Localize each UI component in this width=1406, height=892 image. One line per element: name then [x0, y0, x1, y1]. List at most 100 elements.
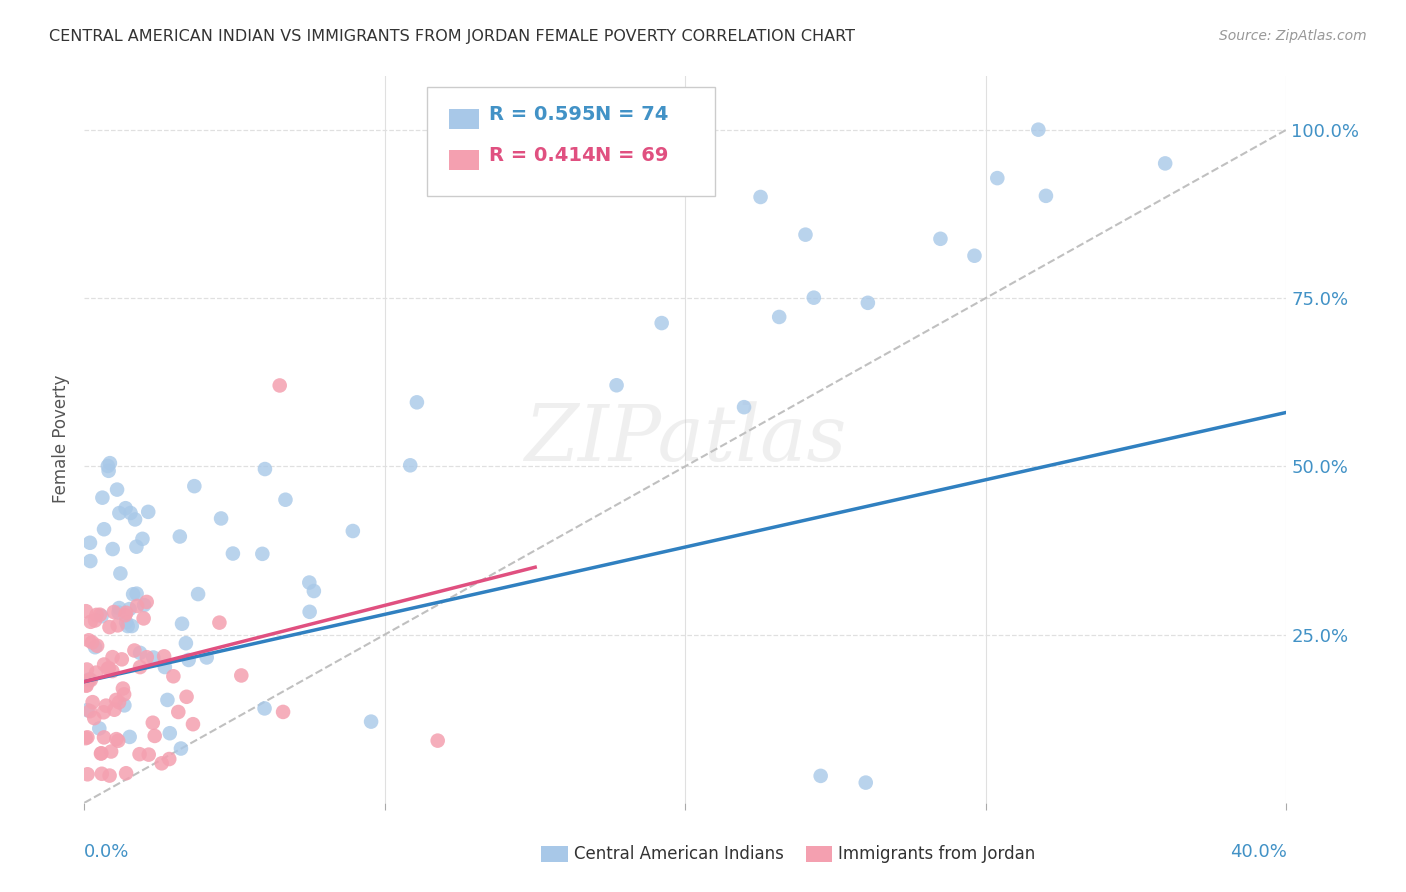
Point — [298, 605, 321, 619]
FancyBboxPatch shape — [449, 150, 478, 170]
Text: N = 69: N = 69 — [595, 146, 669, 165]
Point — [118, 730, 141, 744]
Point — [76, 703, 98, 717]
Point — [733, 400, 755, 414]
Point — [231, 668, 253, 682]
Point — [169, 529, 191, 543]
Point — [83, 711, 105, 725]
Point — [90, 746, 112, 760]
Point — [82, 695, 104, 709]
Point — [138, 747, 160, 762]
Point — [76, 767, 98, 781]
Point — [75, 731, 97, 746]
Point — [90, 609, 112, 624]
Point — [253, 462, 276, 476]
Point — [76, 679, 98, 693]
Point — [100, 744, 122, 758]
Point — [768, 310, 790, 324]
Point — [794, 227, 817, 242]
Point — [360, 714, 382, 729]
Point — [606, 378, 628, 392]
Point — [76, 663, 98, 677]
Point — [170, 741, 193, 756]
Point — [963, 249, 986, 263]
FancyBboxPatch shape — [806, 847, 832, 863]
Point — [195, 650, 218, 665]
Point — [120, 506, 142, 520]
Point — [749, 190, 772, 204]
Point — [128, 747, 150, 761]
Point — [93, 522, 115, 536]
Point — [406, 395, 429, 409]
Point — [125, 587, 148, 601]
Point — [80, 635, 103, 649]
Point — [167, 705, 190, 719]
Text: 0.0%: 0.0% — [84, 843, 129, 861]
Point — [124, 643, 146, 657]
Point — [112, 698, 135, 713]
Point — [84, 665, 107, 680]
Point — [115, 606, 138, 620]
Point — [131, 532, 153, 546]
Point — [84, 640, 107, 655]
Point — [79, 704, 101, 718]
Point — [90, 747, 112, 761]
Point — [107, 606, 129, 620]
Point — [1035, 189, 1057, 203]
Text: Immigrants from Jordan: Immigrants from Jordan — [838, 846, 1035, 863]
Point — [142, 715, 165, 730]
Point — [105, 732, 128, 747]
Point — [129, 646, 152, 660]
Point — [114, 501, 136, 516]
Point — [91, 491, 114, 505]
Point — [132, 611, 155, 625]
Point — [122, 587, 145, 601]
Point — [111, 681, 134, 696]
Point — [157, 752, 180, 766]
Point — [174, 636, 197, 650]
Point — [80, 673, 103, 687]
Point — [127, 599, 149, 613]
Text: Source: ZipAtlas.com: Source: ZipAtlas.com — [1219, 29, 1367, 43]
Point — [929, 232, 952, 246]
Point — [93, 657, 115, 672]
Text: 40.0%: 40.0% — [1230, 843, 1286, 861]
Point — [97, 662, 120, 676]
Point — [187, 587, 209, 601]
Point — [79, 673, 101, 687]
Point — [855, 775, 877, 789]
Point — [114, 608, 136, 623]
Text: R = 0.414: R = 0.414 — [489, 146, 596, 165]
Point — [399, 458, 422, 473]
Point — [143, 729, 166, 743]
Point — [101, 664, 124, 678]
Point — [810, 769, 832, 783]
Point — [651, 316, 673, 330]
Point — [153, 660, 176, 674]
Point — [105, 483, 128, 497]
Point — [75, 678, 97, 692]
Point — [208, 615, 231, 630]
Point — [89, 722, 111, 736]
Point — [79, 535, 101, 549]
Point — [97, 464, 120, 478]
Point — [117, 619, 139, 633]
Point — [101, 542, 124, 557]
Point — [93, 731, 115, 745]
Point — [153, 649, 176, 664]
Point — [209, 511, 232, 525]
Point — [170, 616, 193, 631]
Point — [97, 458, 120, 473]
Point — [98, 620, 121, 634]
Point — [856, 295, 879, 310]
Point — [125, 540, 148, 554]
Point — [274, 492, 297, 507]
Point — [159, 726, 181, 740]
Point — [89, 607, 111, 622]
Point — [426, 733, 449, 747]
Point — [79, 554, 101, 568]
Point — [86, 607, 108, 622]
Point — [986, 171, 1008, 186]
FancyBboxPatch shape — [427, 87, 716, 195]
Point — [105, 693, 128, 707]
